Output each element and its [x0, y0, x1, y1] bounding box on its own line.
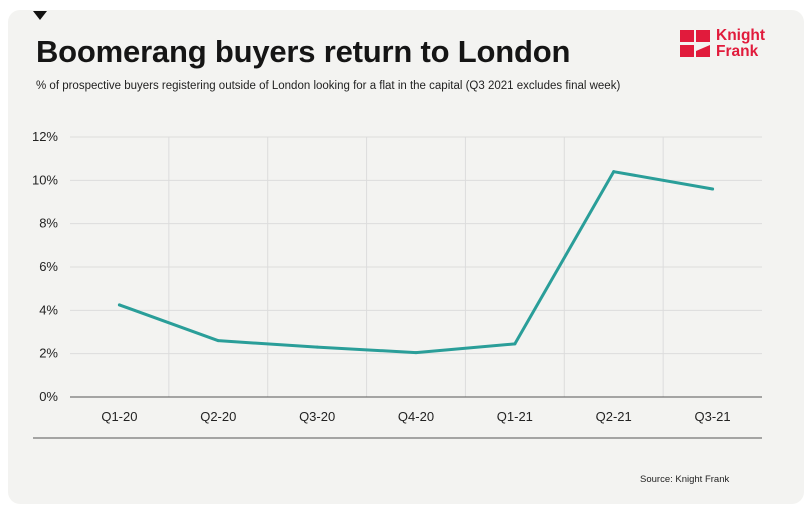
chart-title: Boomerang buyers return to London: [36, 34, 571, 69]
x-tick-label: Q3-21: [695, 409, 731, 424]
x-tick-label: Q4-20: [398, 409, 434, 424]
x-tick-label: Q1-21: [497, 409, 533, 424]
chart-subtitle: % of prospective buyers registering outs…: [36, 80, 621, 92]
y-tick-label: 2%: [39, 346, 58, 361]
data-point: [315, 345, 319, 349]
y-tick-label: 6%: [39, 259, 58, 274]
x-tick-label: Q3-20: [299, 409, 335, 424]
knight-frank-logo: Knight Frank: [680, 28, 780, 68]
series-line: [117, 170, 715, 355]
y-tick-label: 12%: [32, 129, 58, 144]
knight-frank-logo-icon: [680, 30, 710, 57]
y-tick-label: 8%: [39, 216, 58, 231]
chart-card: [8, 10, 804, 504]
logo-wordmark: Knight Frank: [716, 28, 765, 60]
x-tick-label: Q1-20: [101, 409, 137, 424]
data-point: [711, 187, 715, 191]
x-tick-label: Q2-21: [596, 409, 632, 424]
logo-line-1: Knight: [716, 27, 766, 44]
source-note: Source: Knight Frank: [640, 474, 730, 485]
y-tick-label: 0%: [39, 389, 58, 404]
data-point: [612, 170, 616, 174]
y-tick-label: 10%: [32, 172, 58, 187]
triangle-marker-icon: [33, 11, 47, 20]
logo-line-2: Frank: [716, 43, 759, 60]
data-point: [216, 339, 220, 343]
data-point: [414, 351, 418, 355]
x-tick-label: Q2-20: [200, 409, 236, 424]
y-tick-label: 4%: [39, 302, 58, 317]
data-point: [513, 342, 517, 346]
data-point: [117, 303, 121, 307]
